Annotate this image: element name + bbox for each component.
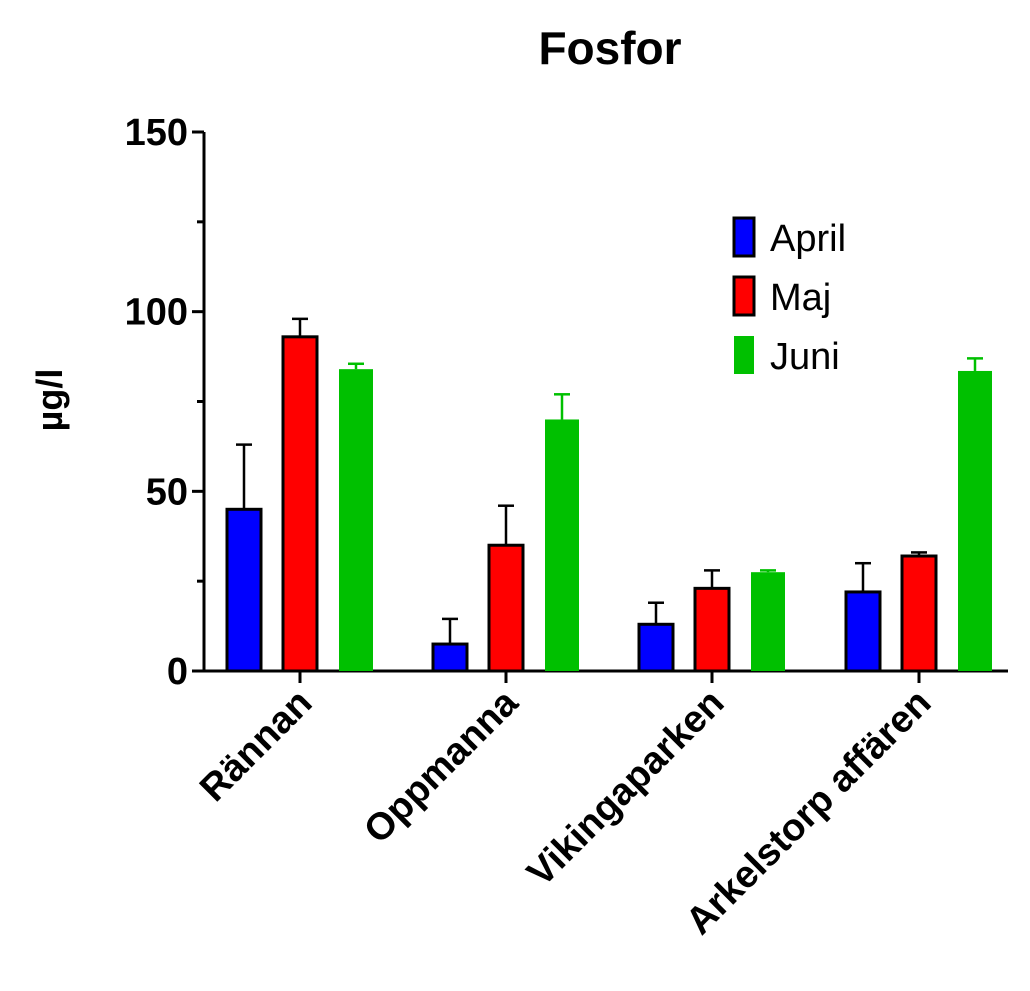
bar-april — [844, 590, 882, 673]
y-tick-label: 0 — [167, 651, 188, 693]
bars — [225, 317, 992, 673]
y-tick-label: 50 — [146, 471, 188, 513]
y-axis-label: µg/l — [29, 369, 70, 432]
bar-maj — [693, 586, 731, 673]
chart-title: Fosfor — [538, 22, 681, 74]
bar-juni — [958, 370, 992, 671]
bar-juni — [339, 369, 373, 671]
y-tick-label: 150 — [125, 112, 188, 154]
y-tick-label: 100 — [125, 292, 188, 334]
bar-maj — [281, 335, 319, 673]
legend-swatch-april — [732, 216, 756, 258]
legend-label: Maj — [770, 277, 831, 319]
bar-april — [431, 642, 469, 673]
bar-april — [637, 622, 675, 673]
legend-swatch-maj — [732, 275, 756, 317]
x-tick-label: Oppmanna — [356, 681, 527, 852]
bar-maj — [900, 554, 938, 673]
bar-april — [225, 507, 263, 673]
legend-swatch-juni — [734, 336, 754, 374]
bar-maj — [487, 543, 525, 673]
legend-label: April — [770, 218, 846, 260]
legend-label: Juni — [770, 336, 840, 378]
x-tick-label: Rännan — [192, 682, 320, 810]
bar-juni — [751, 572, 785, 671]
legend: April Maj Juni — [732, 216, 846, 378]
x-tick-label: Vikingaparken — [519, 682, 732, 895]
bar-juni — [545, 419, 579, 671]
